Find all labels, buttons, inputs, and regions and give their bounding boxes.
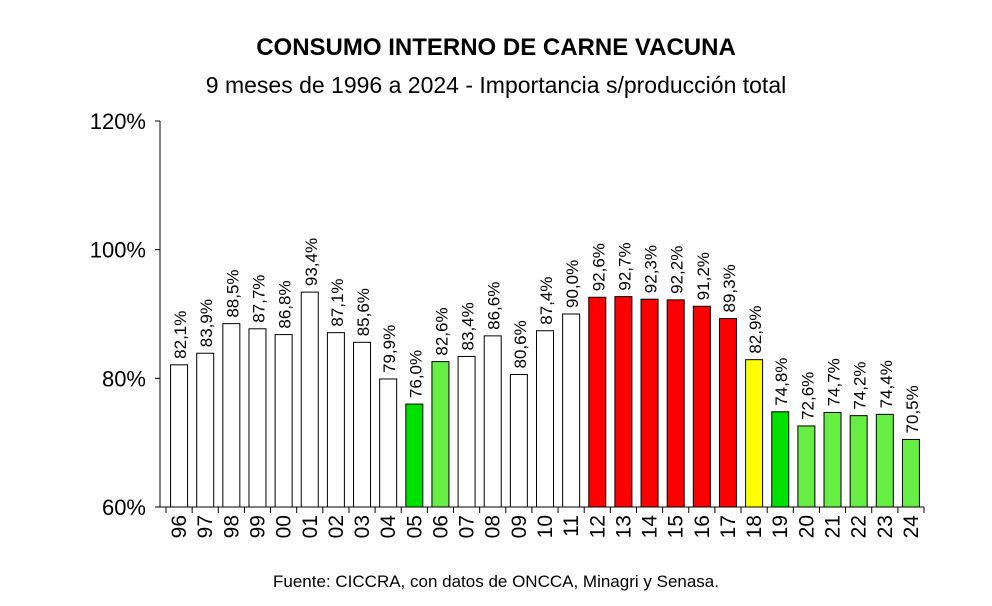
data-label: 90,0% [563,260,582,308]
data-label: 70,5% [903,385,922,433]
data-label: 83,9% [197,299,216,347]
data-label: 74,7% [825,358,844,406]
data-label: 86,6% [485,282,504,330]
data-label: 80,6% [511,320,530,368]
bar [274,334,293,508]
data-label: 87,1% [328,278,347,326]
bar [483,335,502,508]
data-label: 82,9% [746,305,765,353]
bar [536,330,554,508]
bar [823,411,842,508]
data-label: 79,9% [380,325,399,373]
x-tick-label: 20 [795,515,818,538]
x-tick-label: 17 [717,515,740,538]
x-tick-label: 11 [560,515,583,537]
x-tick-label: 14 [639,515,662,539]
bar [745,359,764,508]
x-tick-label: 98 [220,515,243,538]
data-label: 91,2% [694,252,713,300]
bar [692,305,711,508]
y-tick-label: 60% [102,495,146,520]
bar [797,425,816,508]
bar [379,378,398,508]
x-tick-label: 13 [612,515,635,538]
x-tick-label: 23 [874,515,897,538]
data-label: 92,3% [642,245,661,293]
bar [353,341,372,508]
x-tick-label: 10 [534,515,557,538]
bar [509,373,528,508]
x-tick-label: 97 [194,515,217,538]
bar [901,438,920,508]
bar [588,296,607,508]
x-tick-label: 09 [508,515,531,538]
x-tick-label: 08 [482,515,505,538]
bar [849,415,868,508]
x-tick-label: 21 [822,515,845,538]
data-label: 82,6% [432,307,451,355]
data-label: 85,6% [354,288,373,336]
bar [640,298,659,508]
bar [771,411,790,508]
y-tick-label: 120% [90,109,146,134]
source-note: Fuente: CICCRA, con datos de ONCCA, Mina… [273,572,719,591]
data-label: 92,6% [589,243,608,291]
bar [457,355,476,508]
bar [248,328,267,508]
x-tick-label: 06 [429,515,452,538]
chart-subtitle: 9 meses de 1996 a 2024 - Importancia s/p… [205,72,787,98]
x-tick-label: 15 [665,515,688,538]
data-label: 93,4% [302,238,321,286]
bar [405,403,424,508]
bar [300,291,319,508]
y-tick-label: 100% [90,238,146,263]
data-label: 89,3% [720,264,739,312]
x-tick-label: 02 [325,515,348,538]
data-label: 83,4% [459,302,478,350]
data-label: 87,7% [249,275,268,323]
x-tick-label: 12 [586,515,609,538]
bar [170,364,189,508]
x-tick-label: 96 [168,515,191,538]
x-tick-label: 01 [299,515,322,538]
x-tick-label: 04 [377,515,400,539]
bar [196,352,215,508]
bar [614,296,633,508]
y-tick-label: 80% [102,366,146,391]
data-label: 74,4% [877,360,896,408]
bar [222,323,241,508]
data-label: 87,4% [537,277,556,325]
bar [875,413,894,508]
bar [666,299,685,508]
x-tick-label: 05 [403,515,426,538]
bar [431,361,450,508]
bar [718,318,737,508]
data-label: 92,7% [615,242,634,290]
x-tick-label: 03 [351,515,374,538]
x-tick-label: 07 [456,515,479,538]
data-label: 74,8% [772,358,791,406]
data-label: 76,0% [406,350,425,398]
chart-title: CONSUMO INTERNO DE CARNE VACUNA [256,34,736,61]
data-label: 82,1% [171,311,190,359]
x-tick-label: 00 [273,515,296,538]
x-tick-label: 22 [848,515,871,538]
bar [562,313,581,508]
x-tick-label: 99 [246,515,269,538]
data-label: 74,2% [851,361,870,409]
x-tick-label: 24 [900,515,923,539]
x-tick-label: 16 [691,515,714,538]
data-label: 88,5% [223,269,242,317]
data-label: 92,2% [668,246,687,294]
data-label: 86,8% [276,280,295,328]
data-label: 72,6% [798,372,817,420]
bar [326,332,345,508]
x-tick-label: 19 [769,515,792,538]
x-tick-label: 18 [743,515,766,538]
